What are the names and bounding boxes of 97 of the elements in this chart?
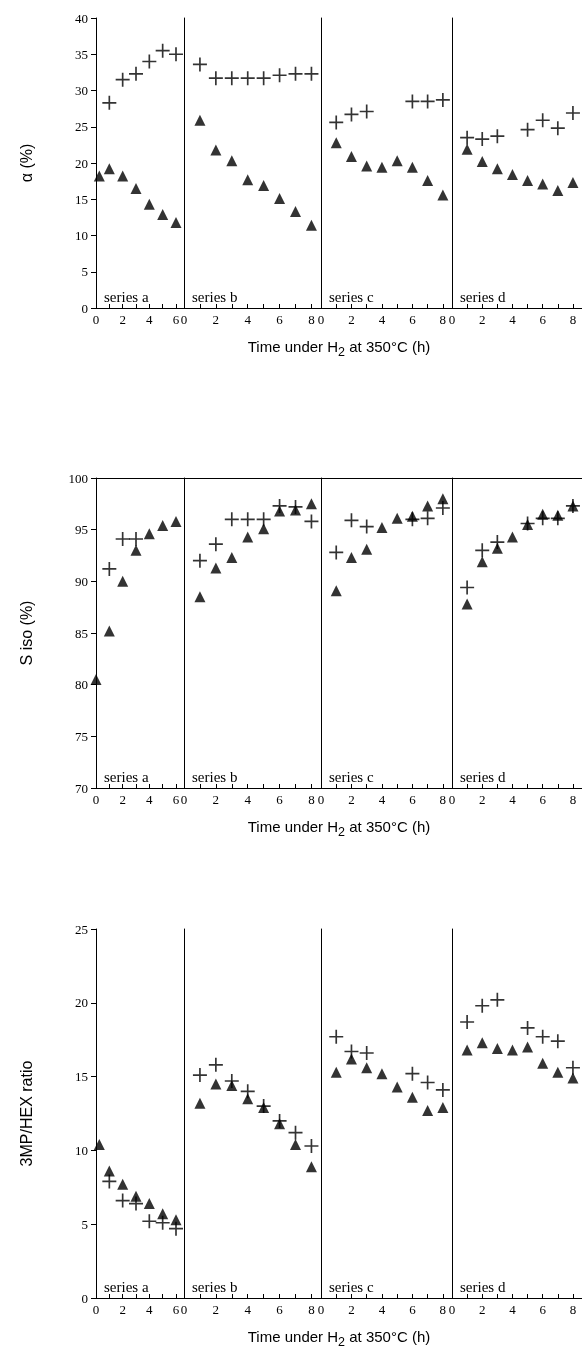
x-tick-label: 6 [409, 312, 417, 327]
y-tick-label: 70 [75, 780, 88, 796]
annotation: series b [192, 1278, 238, 1295]
x-tick-label: 4 [509, 792, 517, 807]
x-tick-label: 6 [172, 1302, 180, 1317]
x-tick-label: 2 [478, 792, 486, 807]
x-tick-label: 8 [308, 312, 315, 327]
y-tick-label: 15 [75, 1069, 88, 1085]
x-tick-label: 2 [119, 312, 126, 327]
x-axis-title: Time under H$_{2}$ at 350°C (h) [246, 1328, 432, 1349]
y-tick-label: 75 [75, 728, 88, 744]
x-tick-label: 6 [276, 1302, 284, 1317]
y-axis-title: S iso (%) [17, 600, 35, 666]
annotation: series c [329, 288, 374, 305]
x-tick-label: 0 [180, 1302, 188, 1317]
x-tick-label: 6 [172, 792, 180, 807]
annotation: series c [329, 1278, 374, 1295]
x-tick-label: 8 [308, 1302, 315, 1317]
x-tick-label: 2 [348, 792, 355, 807]
x-tick-label: 6 [276, 312, 284, 327]
x-tick-label: 4 [244, 312, 252, 327]
x-tick-label: 8 [569, 1302, 577, 1317]
y-tick-label: 25 [75, 921, 88, 937]
x-tick-label: 4 [244, 792, 252, 807]
annotation: series d [460, 1278, 506, 1295]
x-tick-label: 4 [378, 792, 386, 807]
x-tick-label: 2 [478, 312, 486, 327]
x-tick-label: 0 [448, 312, 456, 327]
x-tick-label: 0 [448, 792, 456, 807]
annotation: series a [104, 1278, 149, 1295]
y-tick-label: 5 [81, 1216, 88, 1232]
x-tick-label: 8 [439, 792, 447, 807]
y-tick-label: 35 [75, 46, 88, 62]
x-tick-label: 8 [569, 312, 577, 327]
x-tick-label: 8 [439, 312, 447, 327]
annotation: series d [460, 288, 506, 305]
x-tick-label: 2 [119, 792, 126, 807]
x-tick-label: 6 [172, 312, 180, 327]
x-tick-label: 6 [539, 1302, 547, 1317]
y-tick-label: 0 [81, 1290, 88, 1306]
x-tick-label: 4 [146, 792, 154, 807]
annotation: series a [104, 288, 149, 305]
y-tick-label: 90 [75, 573, 88, 589]
y-axis-title: 3MP/HEX ratio [17, 1060, 35, 1167]
x-tick-label: 4 [244, 1302, 252, 1317]
x-tick-label: 0 [92, 792, 100, 807]
y-tick-label: 100 [68, 470, 88, 486]
x-tick-label: 4 [146, 312, 154, 327]
x-tick-label: 2 [212, 312, 220, 327]
x-tick-label: 8 [439, 1302, 447, 1317]
annotation: series d [460, 768, 506, 785]
y-tick-label: 20 [75, 995, 88, 1011]
y-axis-title: α (%) [17, 143, 35, 183]
y-tick-label: 40 [75, 10, 88, 26]
x-tick-label: 4 [378, 312, 386, 327]
x-tick-label: 2 [119, 1302, 126, 1317]
y-tick-label: 0 [81, 300, 88, 316]
annotation: series c [329, 768, 374, 785]
x-tick-label: 4 [509, 312, 517, 327]
y-tick-label: 25 [75, 119, 88, 135]
x-tick-label: 6 [539, 312, 547, 327]
x-tick-label: 2 [212, 792, 220, 807]
x-tick-label: 0 [180, 792, 188, 807]
x-axis-title: Time under H$_{2}$ at 350°C (h) [246, 818, 432, 839]
x-tick-label: 0 [448, 1302, 456, 1317]
y-tick-label: 15 [75, 191, 88, 207]
x-tick-label: 2 [212, 1302, 220, 1317]
x-tick-label: 8 [569, 792, 577, 807]
y-tick-label: 20 [75, 155, 88, 171]
x-tick-label: 4 [509, 1302, 517, 1317]
x-tick-label: 4 [378, 1302, 386, 1317]
y-tick-label: 30 [75, 83, 88, 98]
x-tick-label: 4 [146, 1302, 154, 1317]
x-tick-label: 2 [348, 1302, 355, 1317]
x-axis-title: Time under H$_{2}$ at 350°C (h) [246, 338, 432, 359]
annotation: series b [192, 768, 238, 785]
x-tick-label: 6 [409, 792, 417, 807]
annotation: series b [192, 288, 238, 305]
x-tick-label: 6 [409, 1302, 417, 1317]
y-tick-label: 10 [75, 228, 88, 243]
y-tick-label: 85 [75, 625, 88, 641]
x-tick-label: 0 [317, 312, 325, 327]
y-tick-label: 80 [75, 677, 88, 693]
x-tick-label: 6 [539, 792, 547, 807]
x-tick-label: 6 [276, 792, 284, 807]
y-tick-label: 5 [81, 264, 88, 280]
x-tick-label: 2 [348, 312, 355, 327]
y-tick-label: 10 [75, 1142, 88, 1158]
x-tick-label: 8 [308, 792, 315, 807]
y-tick-label: 95 [75, 522, 88, 538]
x-tick-label: 2 [478, 1302, 486, 1317]
x-tick-label: 0 [317, 792, 325, 807]
x-tick-label: 0 [92, 312, 100, 327]
x-tick-label: 0 [92, 1302, 100, 1317]
annotation: series a [104, 768, 149, 785]
x-tick-label: 0 [317, 1302, 325, 1317]
x-tick-label: 0 [180, 312, 188, 327]
